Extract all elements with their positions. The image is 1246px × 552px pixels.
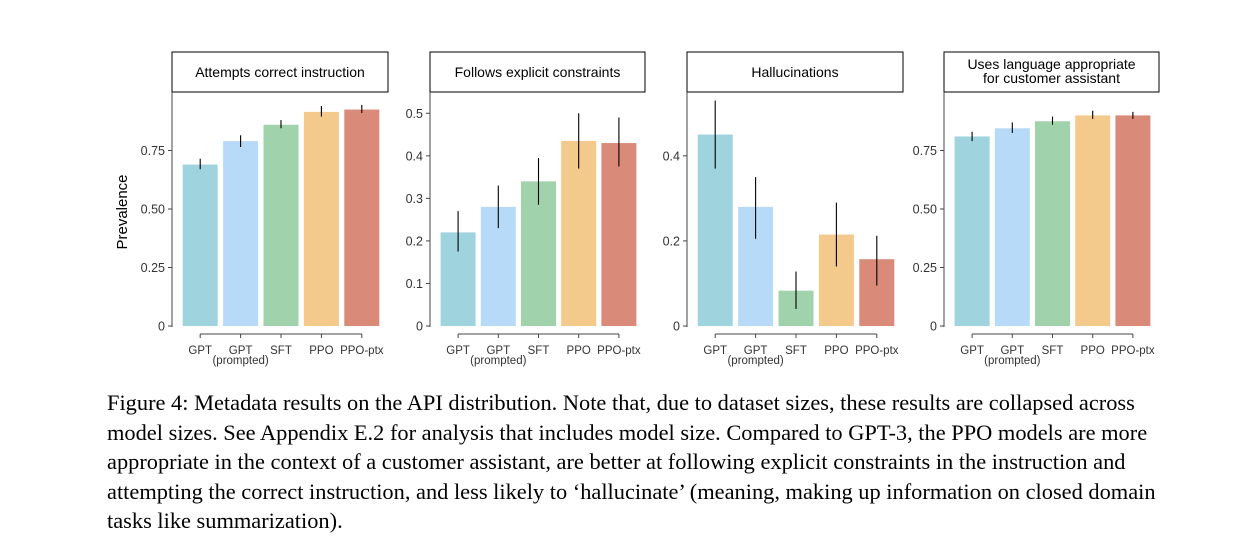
y-axis-label: Prevalence — [114, 174, 131, 249]
panel-2-x-tick-label: GPT — [486, 345, 510, 357]
panel-4-bar-ppo-ptx — [1115, 115, 1151, 327]
panel-1-bar-ppo-ptx — [344, 109, 380, 326]
panel-3-title-box — [686, 51, 904, 93]
panel-2-x-tick-label: SFT — [528, 345, 550, 357]
panel-2-x-tick-label: PPO — [567, 345, 591, 357]
panel-1-x-tick-label: PPO-ptx — [340, 345, 384, 357]
panel-3-title: Hallucinations — [751, 64, 838, 80]
panel-4-x-tick-label: PPO — [1081, 345, 1105, 357]
panel-1-bar-ppo — [303, 111, 339, 326]
panel-1-y-tick-label: 0.50 — [141, 203, 165, 217]
panel-1-x-tick-label: PPO — [309, 345, 333, 357]
panel-2-x-tick-label: GPT — [446, 345, 470, 357]
panel-1-title-box — [171, 51, 389, 93]
panel-4-bar-gpt — [954, 136, 990, 326]
panel-3-x-tick-label: PPO — [824, 345, 848, 357]
panel-4-x-tick-label: GPT — [960, 345, 984, 357]
panel-4-x-tick-label: SFT — [1042, 345, 1064, 357]
panel-4-bar-sft — [1035, 121, 1070, 326]
panel-1-x-tick-label: GPT — [229, 345, 253, 357]
panel-4-y-tick-label: 0 — [930, 320, 937, 334]
panel-1-title: Attempts correct instruction — [195, 64, 365, 80]
panel-2-y-tick-label: 0.3 — [406, 192, 423, 206]
panel-3-x-tick-label: GPT — [744, 345, 768, 357]
panel-1-x-tick-label: GPT — [188, 345, 212, 357]
panel-1-x-tick-sublabel: (prompted) — [212, 355, 268, 367]
panel-4-y-tick-label: 0.75 — [913, 144, 937, 158]
panel-2-bar-sft — [521, 181, 556, 326]
panel-2-y-tick-label: 0.5 — [406, 107, 423, 121]
panel-1-bar-gpt — [182, 164, 218, 326]
panel-1-y-tick-label: 0.75 — [141, 144, 165, 158]
panel-4-x-tick-label: PPO-ptx — [1111, 345, 1155, 357]
panel-3-x-tick-label: GPT — [703, 345, 727, 357]
panel-2-y-tick-label: 0.4 — [406, 149, 423, 163]
panel-1-y-tick-label: 0 — [158, 320, 165, 334]
panel-1-x-tick-label: SFT — [270, 345, 292, 357]
panel-3-y-tick-label: 0.2 — [663, 234, 680, 248]
panel-4-title-line: Uses language appropriate — [967, 56, 1135, 72]
panel-2-y-tick-label: 0.2 — [406, 234, 423, 248]
panel-4-bar-gpt-prompted — [994, 128, 1030, 326]
panel-2-x-tick-label: PPO-ptx — [597, 345, 641, 357]
figure-caption: Figure 4: Metadata results on the API di… — [107, 390, 1156, 533]
panel-4-x-tick-label: GPT — [1000, 345, 1024, 357]
panel-2-title: Follows explicit constraints — [455, 64, 621, 80]
panel-2-y-tick-label: 0.1 — [406, 277, 423, 291]
panel-4-y-tick-label: 0.25 — [913, 261, 937, 275]
panel-2-x-tick-sublabel: (prompted) — [470, 355, 526, 367]
panel-2-title-box — [429, 51, 646, 93]
panel-1-bar-gpt-prompted — [223, 141, 259, 326]
panel-3-x-tick-label: SFT — [785, 345, 807, 357]
metadata-results-figure: Prevalence Attempts correct instruction 0… — [114, 51, 1160, 367]
panel-3-x-tick-sublabel: (prompted) — [727, 355, 783, 367]
panel-4-y-tick-label: 0.50 — [913, 203, 937, 217]
panel-2-bar-ppo — [561, 140, 597, 326]
panel-4-bar-ppo — [1075, 115, 1111, 327]
panel-1-y-tick-label: 0.25 — [141, 261, 165, 275]
panel-3-y-tick-label: 0.4 — [663, 149, 680, 163]
panel-4-title-line: for customer assistant — [983, 70, 1120, 86]
panel-3-x-tick-label: PPO-ptx — [855, 345, 899, 357]
panel-1-bar-sft — [263, 124, 299, 326]
panel-3-y-tick-label: 0 — [673, 320, 680, 334]
panel-4-x-tick-sublabel: (prompted) — [984, 355, 1040, 367]
panel-4-title-box — [943, 51, 1160, 93]
panel-2-y-tick-label: 0 — [416, 320, 423, 334]
panel-2-bar-ppo-ptx — [601, 143, 637, 326]
